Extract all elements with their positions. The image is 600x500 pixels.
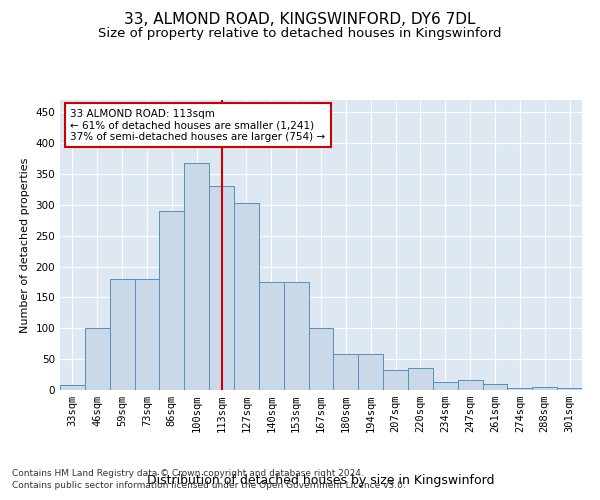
- Bar: [209, 186, 234, 390]
- Bar: [433, 382, 458, 390]
- Bar: [408, 368, 433, 390]
- Bar: [358, 354, 383, 390]
- Bar: [532, 387, 557, 390]
- Text: Size of property relative to detached houses in Kingswinford: Size of property relative to detached ho…: [98, 28, 502, 40]
- Bar: [160, 211, 184, 390]
- Bar: [110, 279, 134, 390]
- Text: Contains HM Land Registry data © Crown copyright and database right 2024.: Contains HM Land Registry data © Crown c…: [12, 468, 364, 477]
- Y-axis label: Number of detached properties: Number of detached properties: [20, 158, 30, 332]
- Bar: [234, 203, 259, 390]
- Bar: [284, 282, 308, 390]
- Bar: [259, 282, 284, 390]
- Bar: [184, 163, 209, 390]
- Bar: [508, 388, 532, 390]
- Bar: [458, 380, 482, 390]
- Text: 33 ALMOND ROAD: 113sqm
← 61% of detached houses are smaller (1,241)
37% of semi-: 33 ALMOND ROAD: 113sqm ← 61% of detached…: [70, 108, 326, 142]
- Bar: [134, 279, 160, 390]
- Text: Contains public sector information licensed under the Open Government Licence v3: Contains public sector information licen…: [12, 481, 406, 490]
- Text: 33, ALMOND ROAD, KINGSWINFORD, DY6 7DL: 33, ALMOND ROAD, KINGSWINFORD, DY6 7DL: [124, 12, 476, 28]
- Bar: [482, 384, 508, 390]
- Bar: [60, 385, 85, 390]
- Bar: [383, 370, 408, 390]
- Bar: [557, 388, 582, 390]
- Bar: [308, 328, 334, 390]
- Bar: [85, 328, 110, 390]
- Bar: [334, 354, 358, 390]
- X-axis label: Distribution of detached houses by size in Kingswinford: Distribution of detached houses by size …: [147, 474, 495, 487]
